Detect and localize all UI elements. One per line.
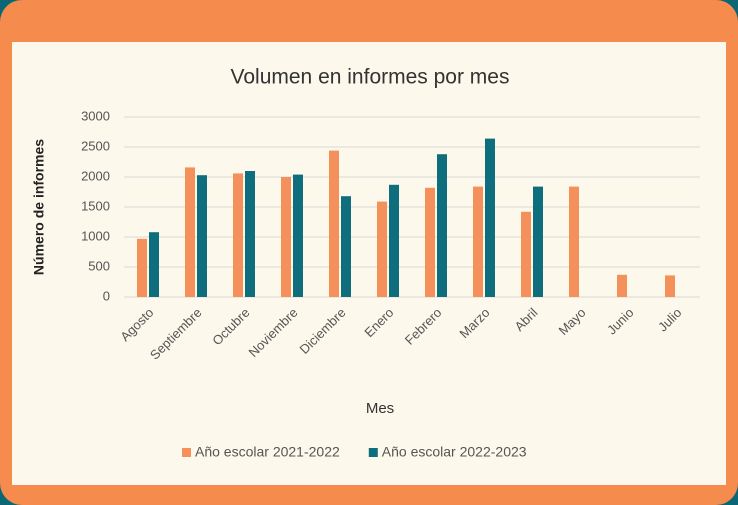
bar (377, 201, 387, 297)
bar (293, 174, 303, 297)
bar (185, 167, 195, 297)
legend-swatch (368, 448, 378, 457)
y-tick-label: 2500 (81, 138, 110, 153)
y-tick-label: 2000 (81, 168, 110, 183)
bar (485, 138, 495, 297)
panel (12, 42, 726, 485)
y-tick-label: 500 (88, 258, 110, 273)
bar (233, 173, 243, 297)
bar (617, 274, 627, 297)
bar (521, 211, 531, 297)
bar (425, 187, 435, 297)
chart-title: Volumen en informes por mes (231, 66, 510, 89)
bar (569, 186, 579, 297)
x-axis-title: Mes (366, 400, 394, 417)
legend-label: Año escolar 2022-2023 (382, 444, 527, 460)
bar (149, 232, 159, 297)
bar (281, 177, 291, 297)
bar (473, 186, 483, 297)
legend-swatch (182, 448, 191, 457)
bar (341, 196, 351, 297)
y-tick-label: 0 (103, 288, 110, 303)
y-axis-title: Número de informes (31, 139, 47, 275)
y-tick-label: 3000 (81, 108, 110, 123)
y-tick-label: 1000 (81, 228, 110, 243)
legend-label: Año escolar 2021-2022 (195, 444, 340, 460)
bar (329, 150, 339, 297)
bar (389, 184, 399, 297)
bar (137, 238, 147, 297)
bar (197, 175, 207, 297)
y-tick-label: 1500 (81, 198, 110, 213)
bar (245, 171, 255, 297)
bar (665, 275, 675, 297)
bar (533, 186, 543, 297)
bar (437, 154, 447, 297)
